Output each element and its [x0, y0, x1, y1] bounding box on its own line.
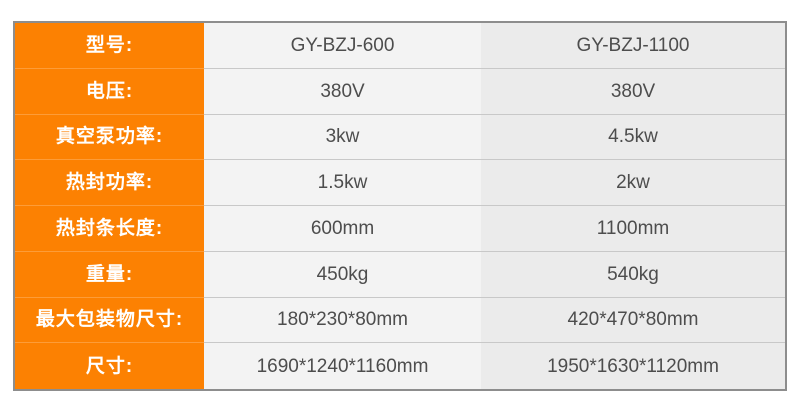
table-row: 热封功率: 1.5kw 2kw [15, 160, 785, 206]
spec-value-model-1100: 2kw [481, 160, 785, 206]
spec-label: 电压: [15, 68, 204, 115]
spec-value-model-1100: 4.5kw [481, 114, 785, 161]
table-row: 型号: GY-BZJ-600 GY-BZJ-1100 [15, 23, 785, 69]
table-row: 真空泵功率: 3kw 4.5kw [15, 114, 785, 161]
spec-label: 热封条长度: [15, 206, 204, 252]
table-row: 最大包装物尺寸: 180*230*80mm 420*470*80mm [15, 297, 785, 344]
spec-value-model-600: 3kw [204, 114, 481, 161]
spec-value-model-600: 180*230*80mm [204, 297, 481, 344]
spec-value-model-1100: 380V [481, 68, 785, 115]
spec-label: 最大包装物尺寸: [15, 297, 204, 344]
spec-label: 尺寸: [15, 343, 204, 389]
spec-label: 热封功率: [15, 160, 204, 206]
specification-table: 型号: GY-BZJ-600 GY-BZJ-1100 电压: 380V 380V 真空泵功率… [13, 21, 787, 391]
table-row: 热封条长度: 600mm 1100mm [15, 206, 785, 252]
spec-label: 重量: [15, 251, 204, 298]
spec-value-model-600: 380V [204, 68, 481, 115]
spec-label: 真空泵功率: [15, 114, 204, 161]
table-row: 重量: 450kg 540kg [15, 251, 785, 298]
spec-value-model-600: 450kg [204, 251, 481, 298]
spec-value-model-600: 600mm [204, 206, 481, 252]
spec-value-model-600: 1690*1240*1160mm [204, 343, 481, 389]
spec-value-model-1100: 420*470*80mm [481, 297, 785, 344]
spec-value-model-1100: 540kg [481, 251, 785, 298]
spec-value-model-1100: 1100mm [481, 206, 785, 252]
table-row: 电压: 380V 380V [15, 68, 785, 115]
spec-value-model-600: GY-BZJ-600 [204, 23, 481, 69]
spec-value-model-1100: 1950*1630*1120mm [481, 343, 785, 389]
table-row: 尺寸: 1690*1240*1160mm 1950*1630*1120mm [15, 343, 785, 389]
spec-value-model-600: 1.5kw [204, 160, 481, 206]
spec-label: 型号: [15, 23, 204, 69]
spec-value-model-1100: GY-BZJ-1100 [481, 23, 785, 69]
